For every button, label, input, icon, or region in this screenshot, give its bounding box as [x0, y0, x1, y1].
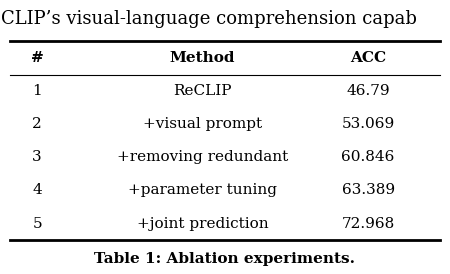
Text: CLIP’s visual-language comprehension capab: CLIP’s visual-language comprehension cap…	[1, 10, 417, 27]
Text: 2: 2	[32, 117, 42, 131]
Text: +removing redundant: +removing redundant	[117, 150, 288, 164]
Text: ACC: ACC	[350, 51, 386, 65]
Text: ReCLIP: ReCLIP	[173, 84, 232, 98]
Text: 72.968: 72.968	[342, 216, 395, 230]
Text: #: #	[31, 51, 44, 65]
Text: Table 1: Ablation experiments.: Table 1: Ablation experiments.	[94, 252, 356, 266]
Text: +parameter tuning: +parameter tuning	[128, 183, 277, 198]
Text: 1: 1	[32, 84, 42, 98]
Text: +joint prediction: +joint prediction	[137, 216, 269, 230]
Text: 3: 3	[32, 150, 42, 164]
Text: Method: Method	[170, 51, 235, 65]
Text: 53.069: 53.069	[342, 117, 395, 131]
Text: 5: 5	[32, 216, 42, 230]
Text: +visual prompt: +visual prompt	[143, 117, 262, 131]
Text: 60.846: 60.846	[342, 150, 395, 164]
Text: 63.389: 63.389	[342, 183, 395, 198]
Text: 46.79: 46.79	[346, 84, 390, 98]
Text: 4: 4	[32, 183, 42, 198]
